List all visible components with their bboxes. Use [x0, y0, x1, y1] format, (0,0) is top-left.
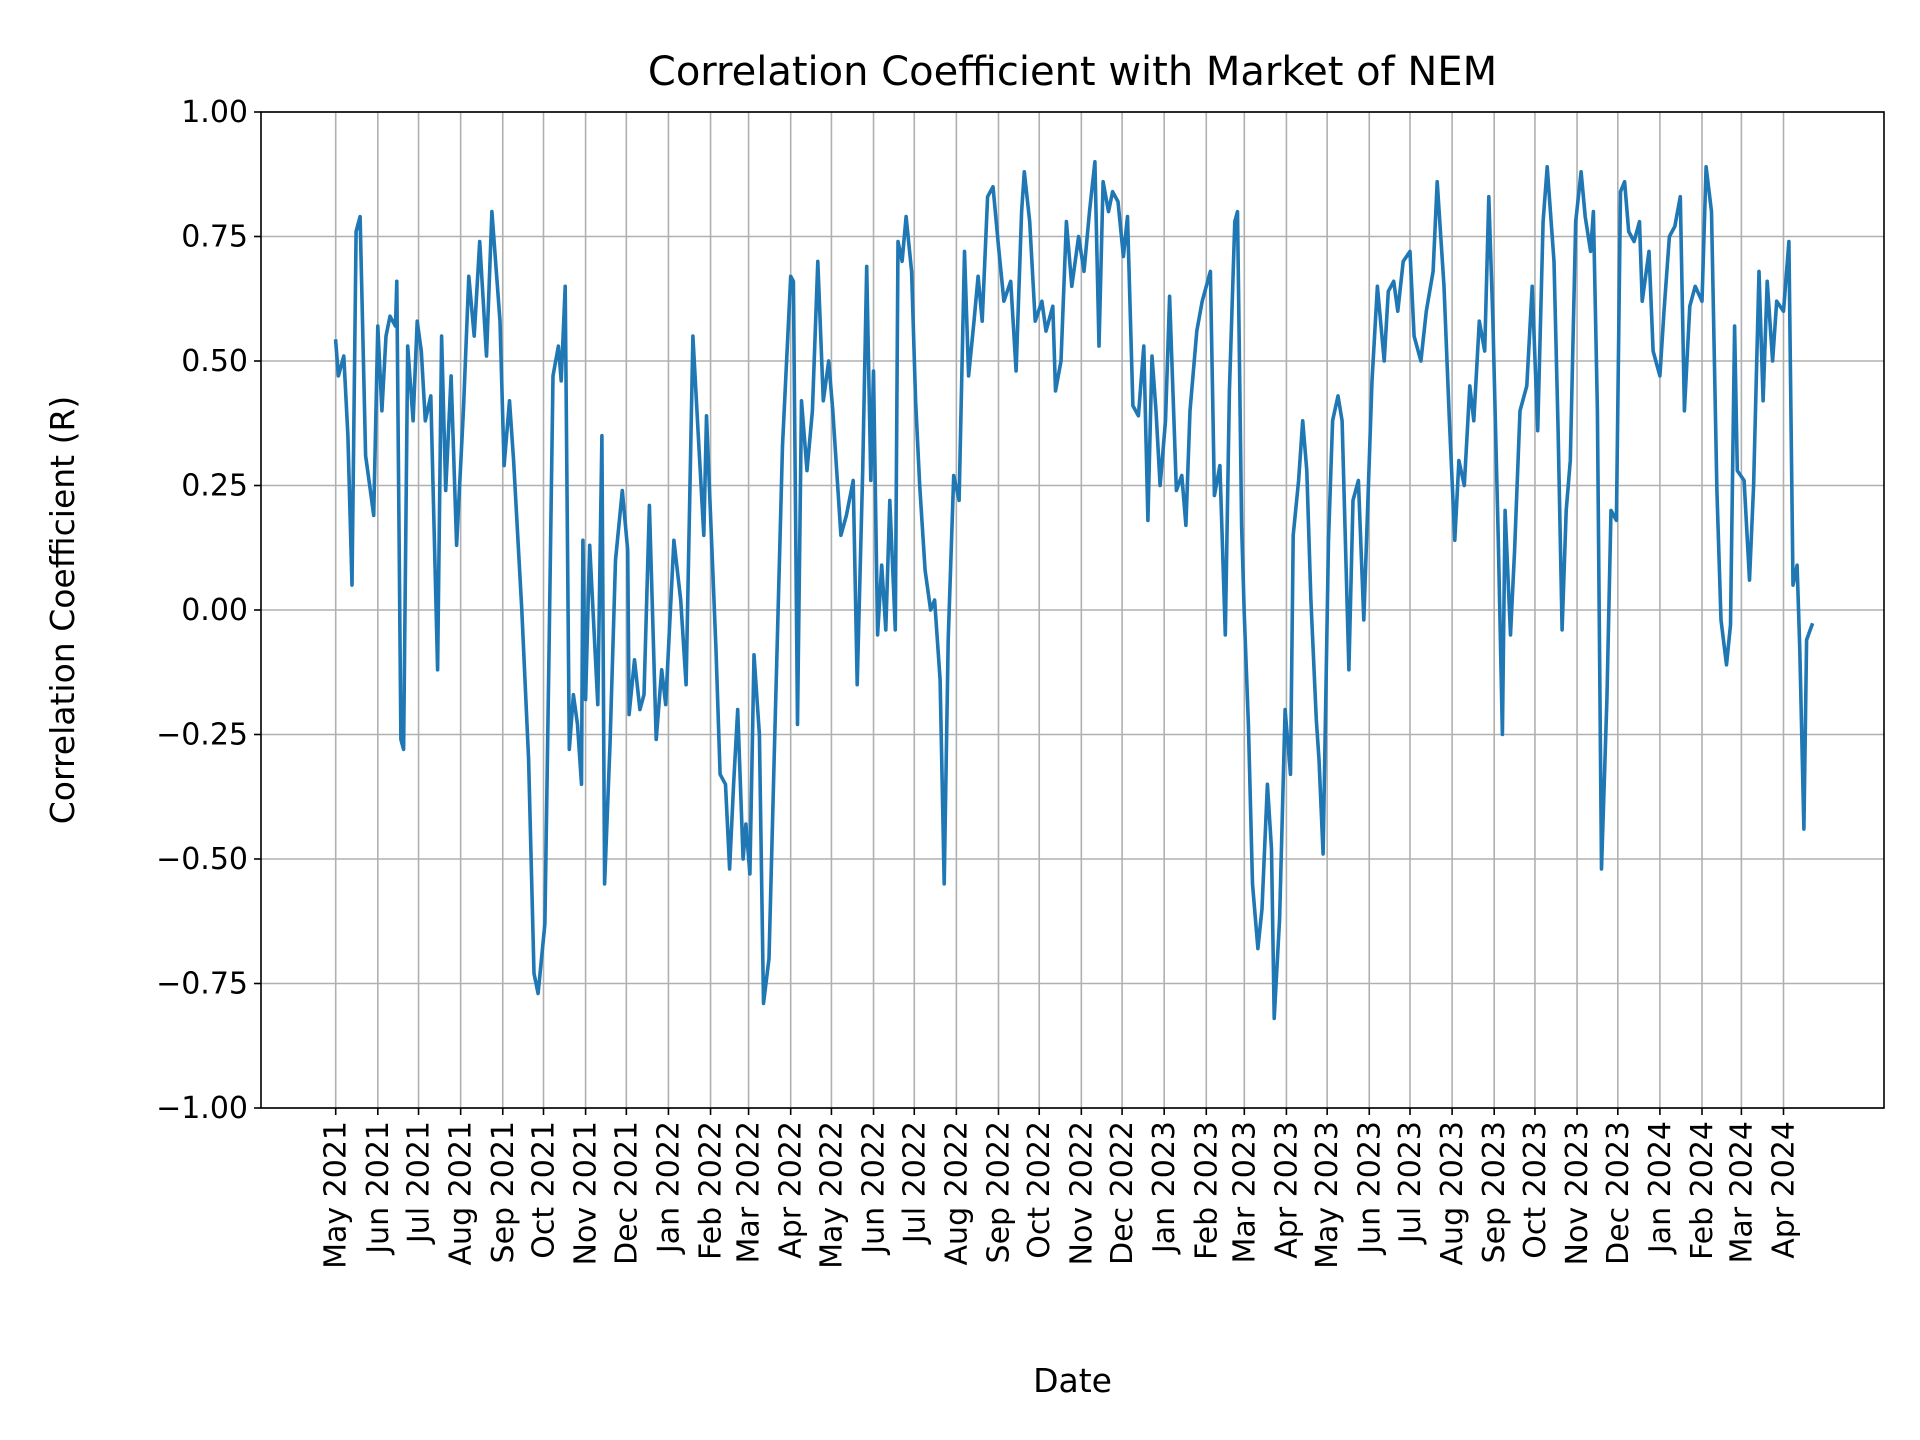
x-tick-label: Oct 2021 — [526, 1121, 561, 1259]
x-tick-label: Jun 2022 — [857, 1121, 892, 1256]
x-tick-label: Aug 2022 — [939, 1121, 974, 1265]
y-tick-label: −1.00 — [156, 1091, 248, 1126]
x-axis-label: Date — [1033, 1361, 1112, 1400]
y-tick-label: 1.00 — [181, 95, 248, 130]
x-tick-label: Aug 2021 — [444, 1121, 479, 1265]
x-tick-label: May 2021 — [319, 1121, 354, 1269]
x-tick-label: Dec 2021 — [609, 1121, 644, 1265]
series-layer — [333, 160, 1815, 1021]
x-tick-label: Jul 2022 — [897, 1121, 932, 1245]
x-tick-label: Jan 2022 — [651, 1121, 686, 1255]
y-tick-label: −0.75 — [156, 967, 248, 1002]
x-tick-label: Mar 2024 — [1724, 1121, 1759, 1264]
x-axis-ticks: May 2021 Jun 2021 Jul 2021 Aug 2021 Sep 2021… — [319, 1108, 1801, 1269]
x-tick-label: Nov 2023 — [1560, 1121, 1595, 1265]
x-tick-label: Apr 2022 — [774, 1121, 809, 1259]
y-tick-label: −0.25 — [156, 718, 248, 753]
x-tick-label: Sep 2021 — [486, 1121, 521, 1263]
x-tick-label: May 2022 — [814, 1121, 849, 1269]
x-tick-label: Sep 2022 — [981, 1121, 1016, 1263]
y-axis-ticks: 1.00 0.75 0.50 0.25 0.00 −0.25 −0.50 −0.75 −1.00 — [156, 95, 261, 1126]
y-axis-label: Correlation Coefficient (R) — [43, 396, 82, 825]
x-tick-label: Nov 2021 — [569, 1121, 604, 1265]
x-tick-label: May 2023 — [1310, 1121, 1345, 1269]
x-tick-label: Nov 2022 — [1064, 1121, 1099, 1265]
y-tick-label: 0.25 — [181, 469, 248, 504]
chart-title: Correlation Coefficient with Market of N… — [648, 49, 1497, 95]
x-tick-label: Jun 2021 — [361, 1121, 396, 1256]
x-tick-label: Apr 2024 — [1766, 1121, 1801, 1259]
x-tick-label: Jul 2021 — [402, 1121, 437, 1245]
x-tick-label: Jan 2023 — [1147, 1121, 1182, 1255]
x-tick-label: Feb 2022 — [694, 1121, 729, 1260]
x-tick-label: Dec 2023 — [1601, 1121, 1636, 1265]
x-tick-label: Aug 2023 — [1435, 1121, 1470, 1265]
x-tick-label: Feb 2024 — [1685, 1121, 1720, 1260]
y-tick-label: 0.50 — [181, 344, 248, 379]
x-tick-label: Dec 2022 — [1105, 1121, 1140, 1265]
x-tick-label: Mar 2022 — [732, 1121, 767, 1264]
x-tick-label: Feb 2023 — [1189, 1121, 1224, 1260]
x-tick-label: Jun 2023 — [1352, 1121, 1387, 1256]
x-tick-label: Apr 2023 — [1269, 1121, 1304, 1259]
y-tick-label: 0.75 — [181, 220, 248, 255]
x-tick-label: Mar 2023 — [1227, 1121, 1262, 1264]
series-line — [333, 160, 1815, 1021]
x-tick-label: Jul 2023 — [1393, 1121, 1428, 1245]
y-tick-label: −0.50 — [156, 842, 248, 877]
x-tick-label: Jan 2024 — [1643, 1121, 1678, 1255]
x-tick-label: Oct 2023 — [1518, 1121, 1553, 1259]
x-tick-label: Sep 2023 — [1477, 1121, 1512, 1263]
x-tick-label: Oct 2022 — [1022, 1121, 1057, 1259]
y-tick-label: 0.00 — [181, 593, 248, 628]
